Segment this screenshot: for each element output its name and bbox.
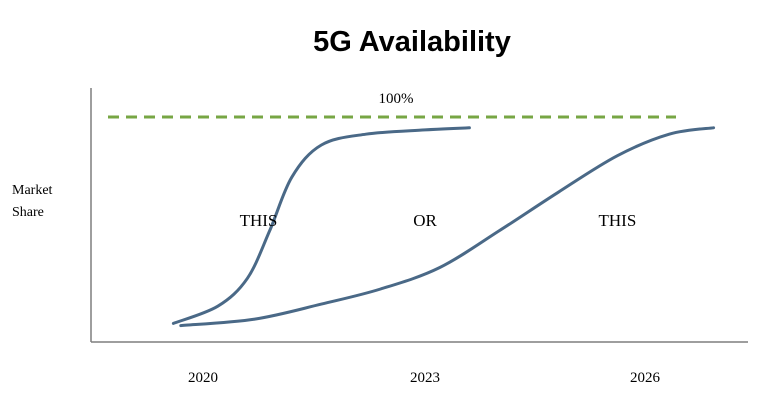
reference-line-label: 100% [379, 91, 414, 107]
x-tick-2023: 2023 [410, 370, 440, 386]
series-layer [171, 126, 716, 328]
x-tick-2020: 2020 [188, 370, 218, 386]
annotation-this-right: THIS [599, 211, 637, 230]
annotation-this-left: THIS [240, 211, 278, 230]
annotation-or: OR [413, 211, 437, 230]
series-line-1 [171, 126, 471, 325]
y-axis-label-line-2: Share [12, 205, 44, 220]
x-tick-2026: 2026 [630, 370, 661, 386]
series-line-2 [179, 126, 716, 328]
chart-title: 5G Availability [313, 26, 511, 58]
y-axis-label-line-1: Market [12, 183, 53, 198]
